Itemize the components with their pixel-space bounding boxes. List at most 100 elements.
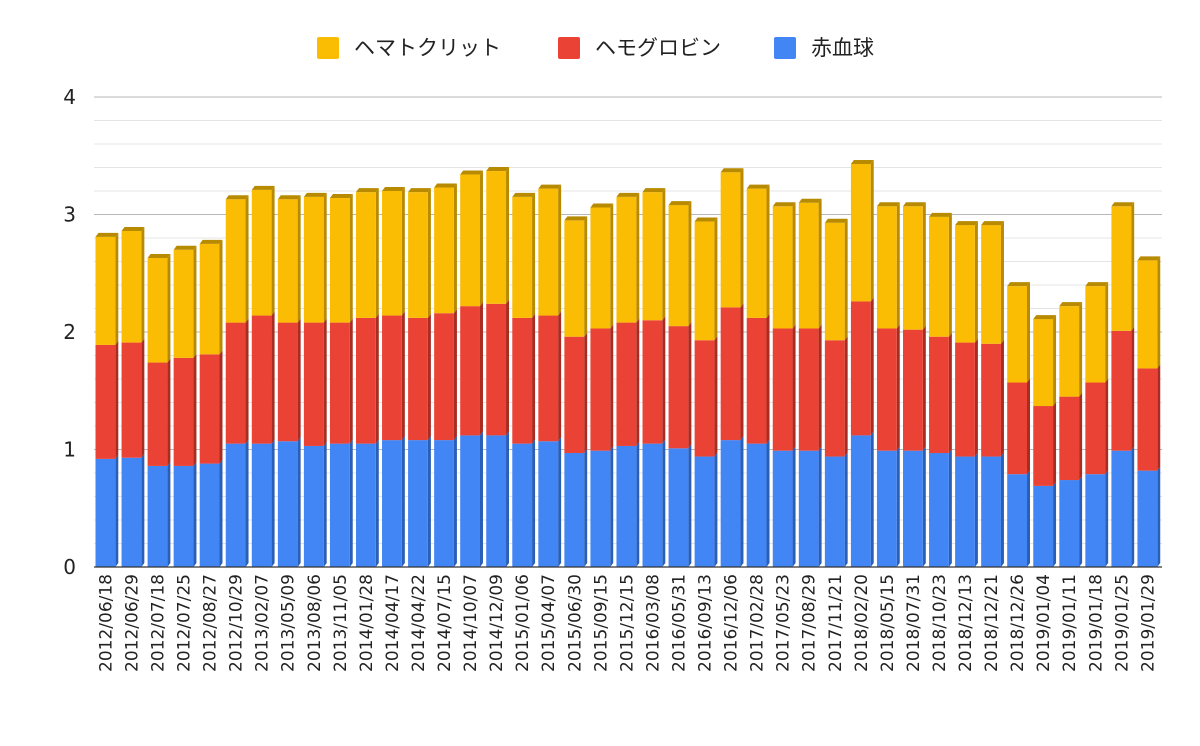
bar-side-hemoglobin	[479, 302, 483, 436]
bar-side-rbc	[479, 431, 483, 567]
legend-swatch-hematocrit	[317, 37, 339, 59]
bar-segment-rbc	[564, 453, 585, 567]
bar-segment-hematocrit	[434, 187, 454, 314]
bar-segment-hemoglobin	[173, 357, 194, 466]
bar-side-hematocrit	[479, 170, 483, 307]
bar-top-hematocrit	[564, 216, 588, 221]
y-tick-label: 4	[63, 85, 76, 109]
bar-side-hemoglobin	[766, 313, 770, 444]
bar-top-hematocrit	[850, 159, 874, 164]
bar-top-hematocrit	[382, 187, 405, 191]
bar-side-hemoglobin	[610, 324, 614, 451]
x-tick-label: 2017/11/21	[826, 574, 846, 672]
bar-side-hemoglobin	[636, 318, 640, 446]
bar-segment-hemoglobin	[486, 303, 507, 436]
bar-segment-hemoglobin	[251, 315, 272, 444]
x-tick-label: 2013/02/07	[253, 574, 273, 672]
bar-segment-hemoglobin	[668, 326, 689, 449]
bar-side-hemoglobin	[844, 336, 848, 457]
bar-side-rbc	[974, 452, 978, 567]
bar-side-hematocrit	[1131, 202, 1135, 331]
bar-segment-hematocrit	[512, 196, 533, 318]
bar-side-rbc	[427, 436, 431, 567]
bar-side-hematocrit	[297, 195, 301, 323]
x-tick-label: 2012/07/18	[148, 574, 168, 672]
bar-top-hematocrit	[434, 183, 457, 188]
bar-segment-rbc	[121, 457, 142, 567]
bar-side-hemoglobin	[1157, 364, 1161, 471]
bar-segment-hemoglobin	[538, 315, 559, 442]
bar-segment-hematocrit	[486, 171, 507, 304]
bar-side-hemoglobin	[818, 324, 822, 451]
bar-side-hematocrit	[636, 192, 640, 323]
bar-segment-hemoglobin	[1137, 368, 1158, 471]
bar-side-hemoglobin	[714, 336, 718, 457]
bar-segment-hemoglobin	[1111, 330, 1132, 451]
bar-top-hematocrit	[538, 184, 562, 189]
bar-side-hematocrit	[974, 221, 978, 343]
bar-segment-rbc	[1033, 485, 1054, 567]
bar-side-rbc	[584, 449, 588, 567]
bar-segment-rbc	[1059, 480, 1080, 567]
bar-segment-rbc	[460, 435, 480, 567]
bar-segment-rbc	[538, 441, 559, 567]
bar-segment-hemoglobin	[382, 315, 402, 441]
bar-segment-hemoglobin	[981, 343, 1001, 457]
bar-side-hemoglobin	[245, 318, 249, 444]
bar-segment-hematocrit	[824, 222, 845, 341]
bar-segment-hemoglobin	[720, 307, 741, 441]
bar-side-hematocrit	[558, 184, 562, 316]
bar-side-hematocrit	[948, 212, 952, 337]
bar-segment-rbc	[1085, 474, 1106, 567]
x-tick-label: 2014/04/17	[383, 574, 403, 672]
bar-side-hematocrit	[662, 188, 666, 321]
bar-top-hematocrit	[642, 188, 666, 193]
bar-side-rbc	[636, 441, 640, 567]
bar-segment-rbc	[720, 440, 741, 567]
bar-segment-hematocrit	[251, 189, 272, 316]
bar-top-hematocrit	[798, 198, 822, 203]
bar-segment-hematocrit	[199, 243, 220, 355]
y-tick-label: 0	[63, 555, 76, 579]
bar-side-hemoglobin	[115, 340, 119, 459]
bar-segment-hematocrit	[1059, 306, 1080, 397]
bar-side-hemoglobin	[792, 324, 796, 451]
bar-segment-hematocrit	[355, 192, 376, 318]
bar-segment-rbc	[251, 443, 272, 567]
bar-segment-hemoglobin	[1085, 382, 1106, 475]
x-tick-label: 2016/12/06	[722, 574, 742, 672]
bar-top-hematocrit	[486, 167, 510, 172]
bar-side-hematocrit	[401, 187, 405, 316]
bar-side-hematocrit	[323, 192, 327, 323]
bar-segment-rbc	[1007, 474, 1028, 567]
bar-top-hematocrit	[147, 253, 171, 258]
bar-segment-rbc	[1137, 470, 1158, 567]
x-tick-label: 2014/01/28	[357, 574, 377, 672]
bar-top-hematocrit	[1111, 202, 1135, 207]
bar-segment-rbc	[929, 453, 949, 567]
bar-side-hematocrit	[375, 188, 379, 318]
bar-side-hematocrit	[1027, 282, 1031, 383]
bar-segment-rbc	[277, 441, 298, 567]
bar-side-hematocrit	[818, 198, 822, 329]
x-tick-label: 2018/12/21	[982, 574, 1002, 672]
bar-segment-hematocrit	[903, 206, 923, 330]
bar-side-hemoglobin	[870, 297, 874, 436]
bar-segment-rbc	[746, 443, 767, 567]
bar-segment-hemoglobin	[876, 328, 897, 451]
bar-side-hemoglobin	[688, 322, 692, 449]
bar-side-rbc	[714, 452, 718, 567]
bar-top-hematocrit	[1137, 256, 1161, 261]
bar-side-rbc	[792, 446, 796, 567]
bar-segment-rbc	[955, 456, 975, 567]
bar-segment-hemoglobin	[850, 301, 871, 436]
x-tick-label: 2013/05/09	[279, 574, 299, 672]
bar-side-hematocrit	[167, 253, 171, 363]
bar-segment-rbc	[694, 456, 715, 567]
bar-top-hematocrit	[512, 192, 536, 197]
bar-segment-hematocrit	[95, 236, 116, 345]
bar-segment-rbc	[981, 456, 1001, 567]
x-tick-label: 2017/05/23	[774, 574, 794, 672]
bar-side-hemoglobin	[1079, 392, 1083, 481]
